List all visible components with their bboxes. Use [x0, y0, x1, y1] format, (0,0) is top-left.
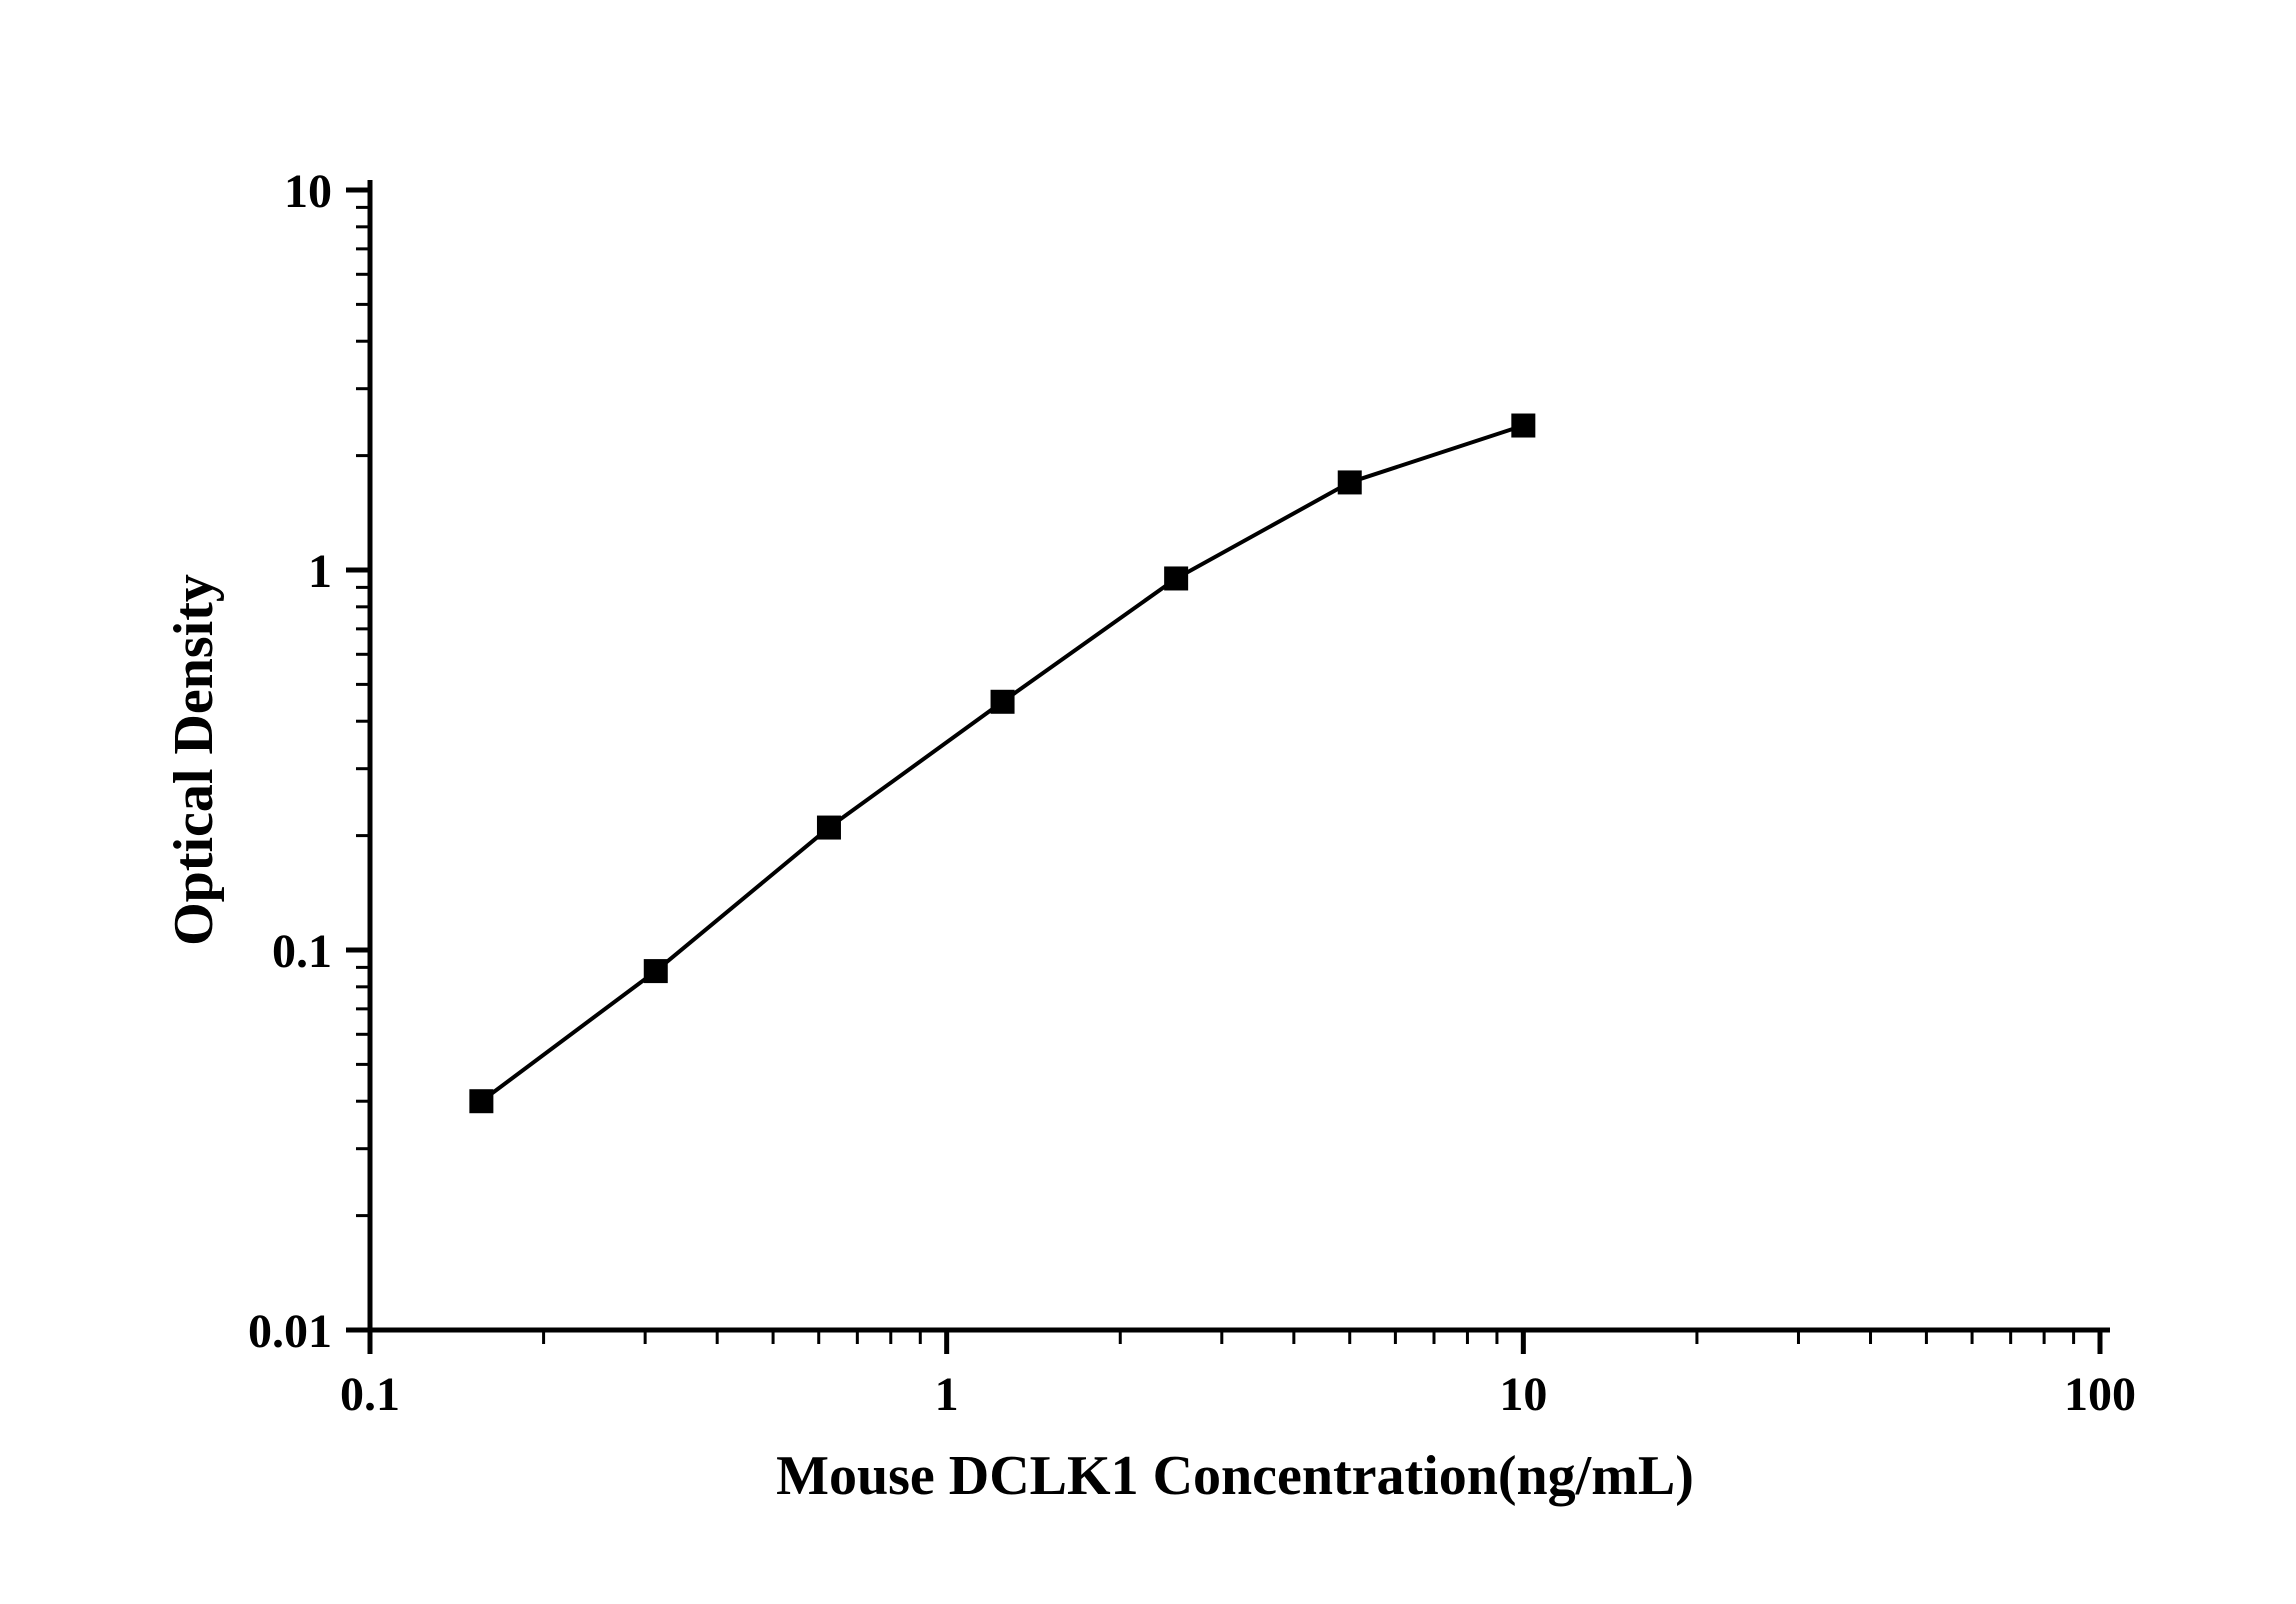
y-tick-label: 10 — [284, 165, 332, 218]
data-point-marker — [469, 1089, 493, 1113]
chart-container: 0.11101000.010.1110Mouse DCLK1 Concentra… — [0, 0, 2296, 1604]
x-tick-label: 10 — [1499, 1368, 1547, 1421]
x-tick-label: 100 — [2064, 1368, 2136, 1421]
series-line — [481, 426, 1523, 1102]
y-tick-label: 0.01 — [248, 1305, 332, 1358]
line-chart: 0.11101000.010.1110Mouse DCLK1 Concentra… — [0, 0, 2296, 1604]
y-tick-label: 0.1 — [272, 925, 332, 978]
data-point-marker — [644, 959, 668, 983]
x-tick-label: 0.1 — [340, 1368, 400, 1421]
data-point-marker — [1338, 470, 1362, 494]
data-point-marker — [991, 690, 1015, 714]
data-point-marker — [817, 816, 841, 840]
x-tick-label: 1 — [935, 1368, 959, 1421]
data-point-marker — [1164, 566, 1188, 590]
y-tick-label: 1 — [308, 545, 332, 598]
y-axis-label: Optical Density — [163, 574, 225, 946]
x-axis-label: Mouse DCLK1 Concentration(ng/mL) — [776, 1445, 1694, 1507]
data-point-marker — [1511, 414, 1535, 438]
